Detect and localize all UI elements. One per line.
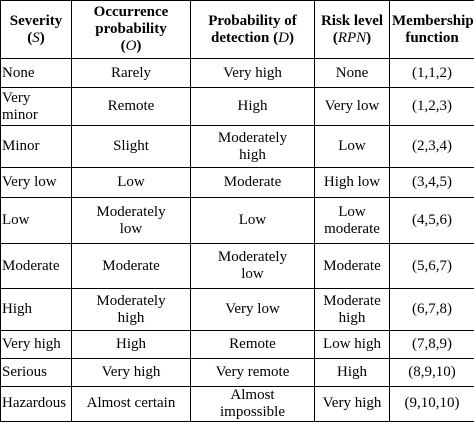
risk-level-cell: Low moderate bbox=[315, 198, 390, 244]
membership-cell: (4,5,6) bbox=[390, 198, 474, 244]
membership-cell: (2,3,4) bbox=[390, 126, 474, 168]
occurrence-cell: High bbox=[72, 331, 191, 359]
header-severity: Severity(S) bbox=[1, 1, 72, 59]
risk-level-cell: Moderate bbox=[315, 244, 390, 289]
membership-cell: (1,1,2) bbox=[390, 59, 474, 88]
severity-cell: Hazardous bbox=[1, 387, 72, 422]
occurrence-cell: Remote bbox=[72, 88, 191, 126]
risk-level-cell: Very high bbox=[315, 387, 390, 422]
occurrence-cell: Slight bbox=[72, 126, 191, 168]
header-risk-level: Risk level(RPN) bbox=[315, 1, 390, 59]
occurrence-cell: Moderate bbox=[72, 244, 191, 289]
detection-cell: High bbox=[191, 88, 315, 126]
severity-cell: High bbox=[1, 289, 72, 331]
risk-level-cell: High bbox=[315, 359, 390, 387]
detection-cell: Very remote bbox=[191, 359, 315, 387]
severity-cell: Very minor bbox=[1, 88, 72, 126]
risk-level-cell: Very low bbox=[315, 88, 390, 126]
membership-cell: (8,9,10) bbox=[390, 359, 474, 387]
table-row: Hazardous Almost certain Almost impossib… bbox=[1, 387, 474, 422]
risk-level-cell: Moderate high bbox=[315, 289, 390, 331]
detection-cell: Very low bbox=[191, 289, 315, 331]
severity-cell: Minor bbox=[1, 126, 72, 168]
table-row: High Moderately high Very low Moderate h… bbox=[1, 289, 474, 331]
occurrence-cell: Rarely bbox=[72, 59, 191, 88]
risk-level-cell: Low high bbox=[315, 331, 390, 359]
table-row: Very high High Remote Low high (7,8,9) bbox=[1, 331, 474, 359]
severity-cell: Moderate bbox=[1, 244, 72, 289]
risk-level-cell: None bbox=[315, 59, 390, 88]
detection-cell: Very high bbox=[191, 59, 315, 88]
severity-cell: None bbox=[1, 59, 72, 88]
detection-cell: Almost impossible bbox=[191, 387, 315, 422]
severity-cell: Low bbox=[1, 198, 72, 244]
membership-cell: (7,8,9) bbox=[390, 331, 474, 359]
severity-cell: Very high bbox=[1, 331, 72, 359]
membership-cell: (5,6,7) bbox=[390, 244, 474, 289]
severity-cell: Very low bbox=[1, 168, 72, 198]
table-row: Serious Very high Very remote High (8,9,… bbox=[1, 359, 474, 387]
detection-cell: Moderate bbox=[191, 168, 315, 198]
table-row: Moderate Moderate Moderately low Moderat… bbox=[1, 244, 474, 289]
occurrence-cell: Very high bbox=[72, 359, 191, 387]
occurrence-cell: Almost certain bbox=[72, 387, 191, 422]
membership-cell: (9,10,10) bbox=[390, 387, 474, 422]
table-row: None Rarely Very high None (1,1,2) bbox=[1, 59, 474, 88]
occurrence-cell: Moderately high bbox=[72, 289, 191, 331]
severity-cell: Serious bbox=[1, 359, 72, 387]
table-row: Minor Slight Moderately high Low (2,3,4) bbox=[1, 126, 474, 168]
table-row: Very minor Remote High Very low (1,2,3) bbox=[1, 88, 474, 126]
detection-cell: Moderately low bbox=[191, 244, 315, 289]
occurrence-cell: Moderately low bbox=[72, 198, 191, 244]
membership-cell: (1,2,3) bbox=[390, 88, 474, 126]
membership-cell: (6,7,8) bbox=[390, 289, 474, 331]
membership-cell: (3,4,5) bbox=[390, 168, 474, 198]
table-row: Very low Low Moderate High low (3,4,5) bbox=[1, 168, 474, 198]
risk-level-cell: High low bbox=[315, 168, 390, 198]
detection-cell: Low bbox=[191, 198, 315, 244]
detection-cell: Moderately high bbox=[191, 126, 315, 168]
occurrence-cell: Low bbox=[72, 168, 191, 198]
table-row: Low Moderately low Low Low moderate (4,5… bbox=[1, 198, 474, 244]
risk-level-cell: Low bbox=[315, 126, 390, 168]
detection-cell: Remote bbox=[191, 331, 315, 359]
